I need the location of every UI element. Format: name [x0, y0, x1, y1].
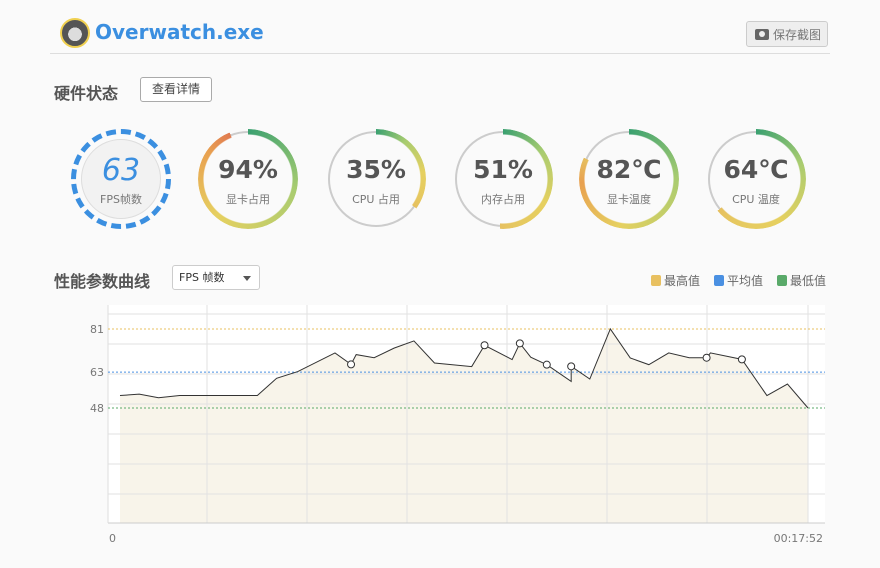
app-title: Overwatch.exe — [95, 20, 264, 44]
y-tick-label: 81 — [90, 323, 104, 336]
save-screenshot-label: 保存截图 — [772, 27, 821, 42]
data-marker — [542, 360, 551, 369]
data-marker — [515, 339, 524, 348]
header: Overwatch.exe 保存截图 — [50, 14, 830, 54]
gauge-label: CPU 占用 — [352, 193, 400, 206]
gauge-value: 51% — [473, 155, 533, 184]
gauge-arc — [579, 129, 679, 229]
gauge-value: 35% — [346, 155, 406, 184]
gauge-2: 51% 内存占用 — [453, 129, 553, 229]
gauge-1: 35% CPU 占用 — [326, 129, 426, 229]
data-marker — [480, 341, 489, 350]
legend-max: 最高值 — [650, 272, 700, 289]
gauge-arc — [706, 129, 806, 229]
metric-select-value: FPS 帧数 — [179, 271, 225, 284]
save-screenshot-button[interactable]: 保存截图 — [745, 21, 828, 47]
fps-value: 63 — [101, 153, 141, 188]
gauge-arc — [198, 129, 298, 229]
gauge-label: 内存占用 — [481, 193, 525, 206]
fps-gauge: 63 FPS帧数 — [71, 129, 171, 229]
chart-legend: 最高值 平均值 最低值 — [650, 272, 826, 289]
gauge-arc — [453, 129, 553, 229]
gauge-value: 94% — [218, 155, 278, 184]
view-details-button[interactable]: 查看详情 — [140, 77, 212, 102]
y-tick-label: 48 — [90, 402, 104, 415]
legend-avg: 平均值 — [713, 272, 763, 289]
area-fill — [120, 328, 808, 523]
legend-min: 最低值 — [776, 272, 826, 289]
legend-swatch — [776, 275, 787, 286]
hardware-section-title: 硬件状态 — [54, 84, 119, 103]
y-tick-label: 63 — [90, 366, 104, 379]
gauge-label: CPU 温度 — [732, 193, 780, 206]
gauge-value: 64℃ — [723, 155, 789, 184]
gauge-3: 82℃ 显卡温度 — [579, 129, 679, 229]
gauge-label: 显卡占用 — [226, 193, 270, 206]
camera-icon — [754, 28, 769, 40]
data-marker — [737, 355, 746, 364]
legend-swatch — [650, 275, 661, 286]
gauge-value: 82℃ — [596, 155, 662, 184]
performance-section-title: 性能参数曲线 — [54, 272, 151, 291]
x-tick-label-end: 00:17:52 — [774, 532, 823, 545]
data-marker — [702, 353, 711, 362]
legend-swatch — [713, 275, 724, 286]
fps-label: FPS帧数 — [100, 193, 142, 206]
fps-ring — [71, 129, 171, 229]
chevron-down-icon — [243, 276, 251, 285]
gauge-4: 64℃ CPU 温度 — [706, 129, 806, 229]
overwatch-logo — [60, 18, 90, 48]
data-marker — [567, 362, 576, 371]
gauge-label: 显卡温度 — [607, 193, 651, 206]
fps-line — [119, 327, 809, 409]
gauge-arc — [326, 129, 426, 229]
gauge-0: 94% 显卡占用 — [198, 129, 298, 229]
x-tick-label-start: 0 — [109, 532, 116, 545]
metric-select[interactable]: FPS 帧数 — [172, 265, 260, 290]
data-marker — [347, 360, 356, 369]
